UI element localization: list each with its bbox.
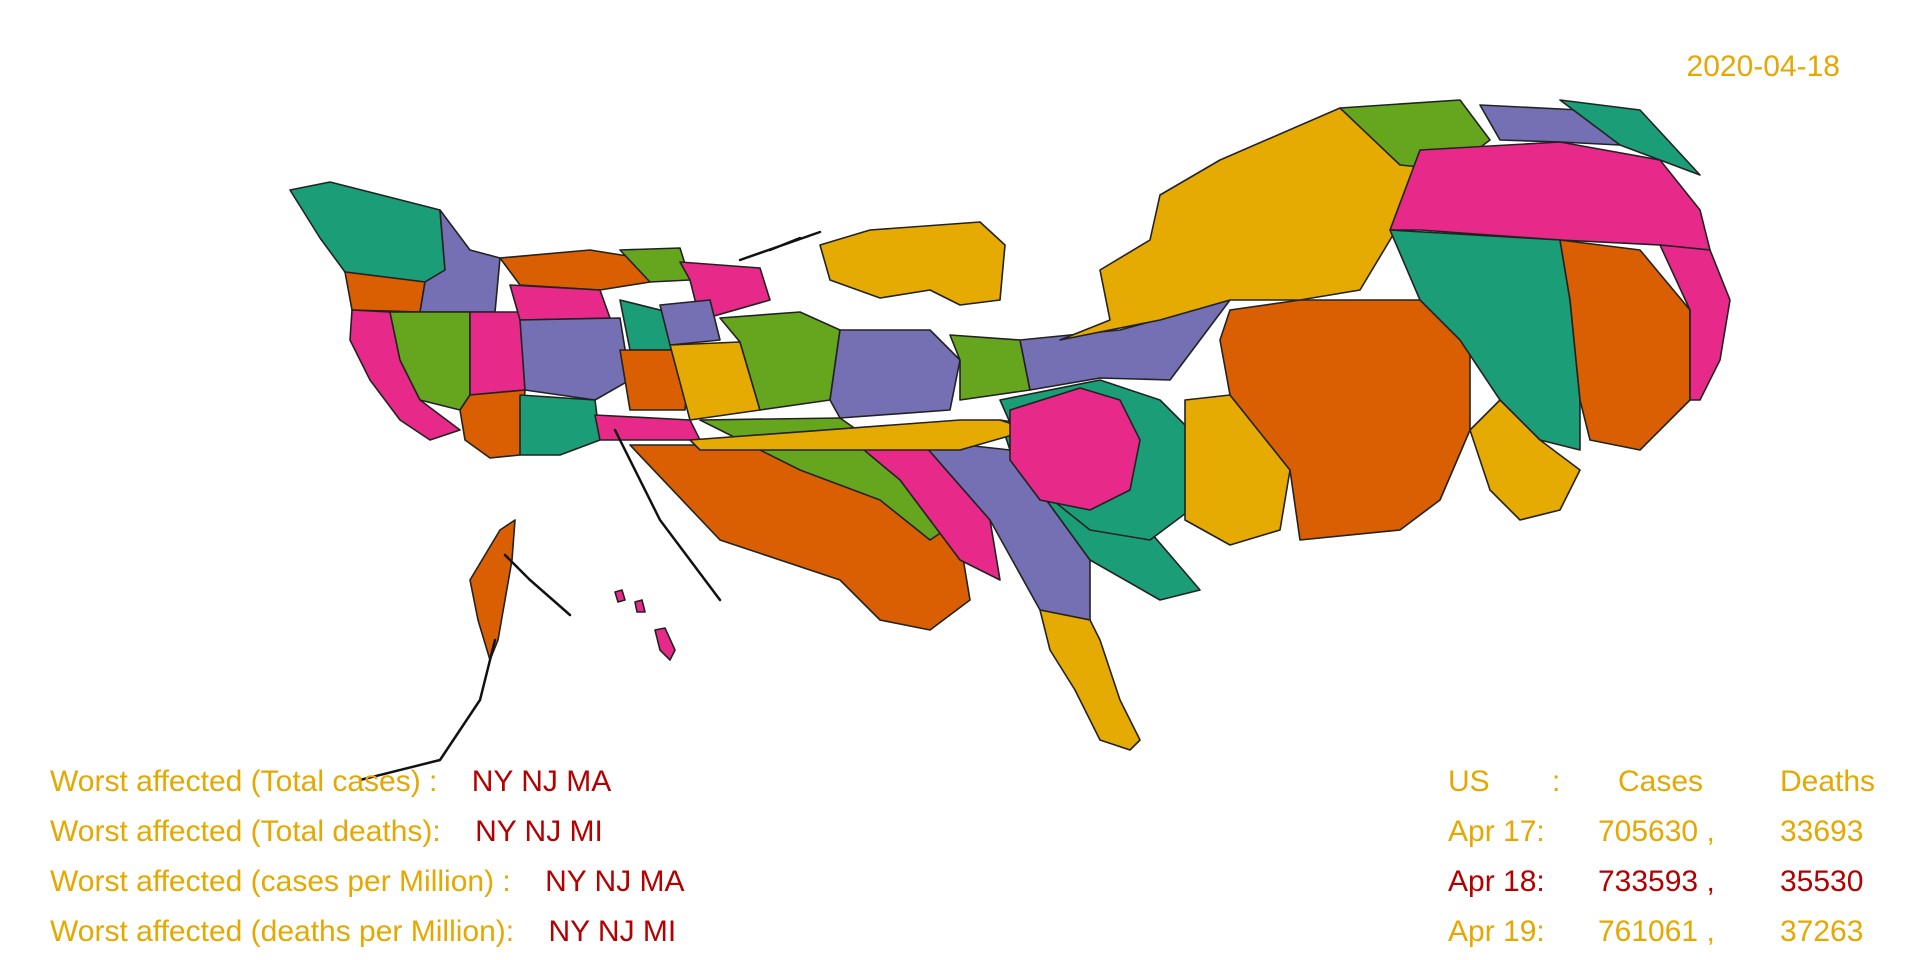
worst-cases-per-million-row: Worst affected (cases per Million) : NY … (50, 865, 685, 899)
worst-cases-per-million-label: Worst affected (cases per Million) : (50, 865, 511, 898)
state-region-wa (289, 181, 446, 283)
state-region-nm (519, 394, 601, 456)
state-region-ne (659, 299, 721, 346)
state-region-oh (1019, 299, 1231, 391)
stats-row-day-current: Apr 18: (1448, 865, 1545, 898)
worst-total-deaths-label: Worst affected (Total deaths): (50, 815, 441, 848)
stats-header-sep: : (1552, 765, 1561, 798)
michigan-strand-line (738, 230, 822, 262)
state-region-il (829, 329, 961, 419)
worst-cases-per-million-states: NY NJ MA (545, 865, 685, 898)
stats-row-deaths: 33693 (1780, 815, 1864, 848)
stats-header-cases: Cases (1618, 765, 1704, 798)
state-region-mi (819, 221, 1006, 306)
worst-total-cases-row: Worst affected (Total cases) : NY NJ MA (50, 765, 611, 799)
state-region-ok (594, 414, 701, 441)
date-label: 2020-04-18 (1686, 50, 1840, 83)
alaska-chain-line (503, 553, 572, 617)
stats-header-deaths: Deaths (1780, 765, 1876, 798)
stats-row-day: Apr 19: (1448, 915, 1545, 948)
stats-row-day: Apr 17: (1448, 815, 1545, 848)
state-region-ks (619, 349, 691, 411)
state-region-md (1469, 399, 1581, 521)
worst-total-cases-label: Worst affected (Total cases) : (50, 765, 438, 798)
worst-total-cases-states: NY NJ MA (471, 765, 612, 798)
worst-deaths-per-million-label: Worst affected (deaths per Million): (50, 915, 515, 948)
state-region-me (1559, 99, 1701, 176)
worst-deaths-per-million-row: Worst affected (deaths per Million): NY … (50, 915, 676, 949)
state-region-hi (654, 627, 676, 661)
state-region-pa (1219, 299, 1471, 541)
state-region-hi-2 (614, 589, 626, 603)
stats-row-cases: 761061 , (1598, 915, 1715, 948)
state-region-co (519, 317, 631, 401)
state-region-in (949, 334, 1031, 401)
worst-total-deaths-states: NY NJ MI (475, 815, 603, 848)
state-region-hi-3 (634, 599, 646, 613)
stats-row-cases: 705630 , (1598, 815, 1715, 848)
texas-strand-line (613, 428, 722, 602)
stats-header-region: US (1448, 765, 1490, 798)
state-region-de (1659, 244, 1731, 401)
state-region-wy (509, 284, 611, 321)
worst-deaths-per-million-states: NY NJ MI (548, 915, 677, 948)
state-region-fl (1039, 609, 1141, 751)
stats-row-cases-current: 733593 , (1598, 865, 1715, 898)
worst-total-deaths-row: Worst affected (Total deaths): NY NJ MI (50, 815, 603, 849)
state-region-nj (1009, 387, 1141, 511)
state-region-ak (469, 519, 516, 661)
stats-row-deaths: 37263 (1780, 915, 1864, 948)
alaska-coast-line (358, 638, 497, 782)
state-region-ri (1559, 239, 1691, 451)
state-region-ut (469, 311, 526, 396)
stats-row-deaths-current: 35530 (1780, 865, 1864, 898)
state-region-az (459, 389, 526, 459)
